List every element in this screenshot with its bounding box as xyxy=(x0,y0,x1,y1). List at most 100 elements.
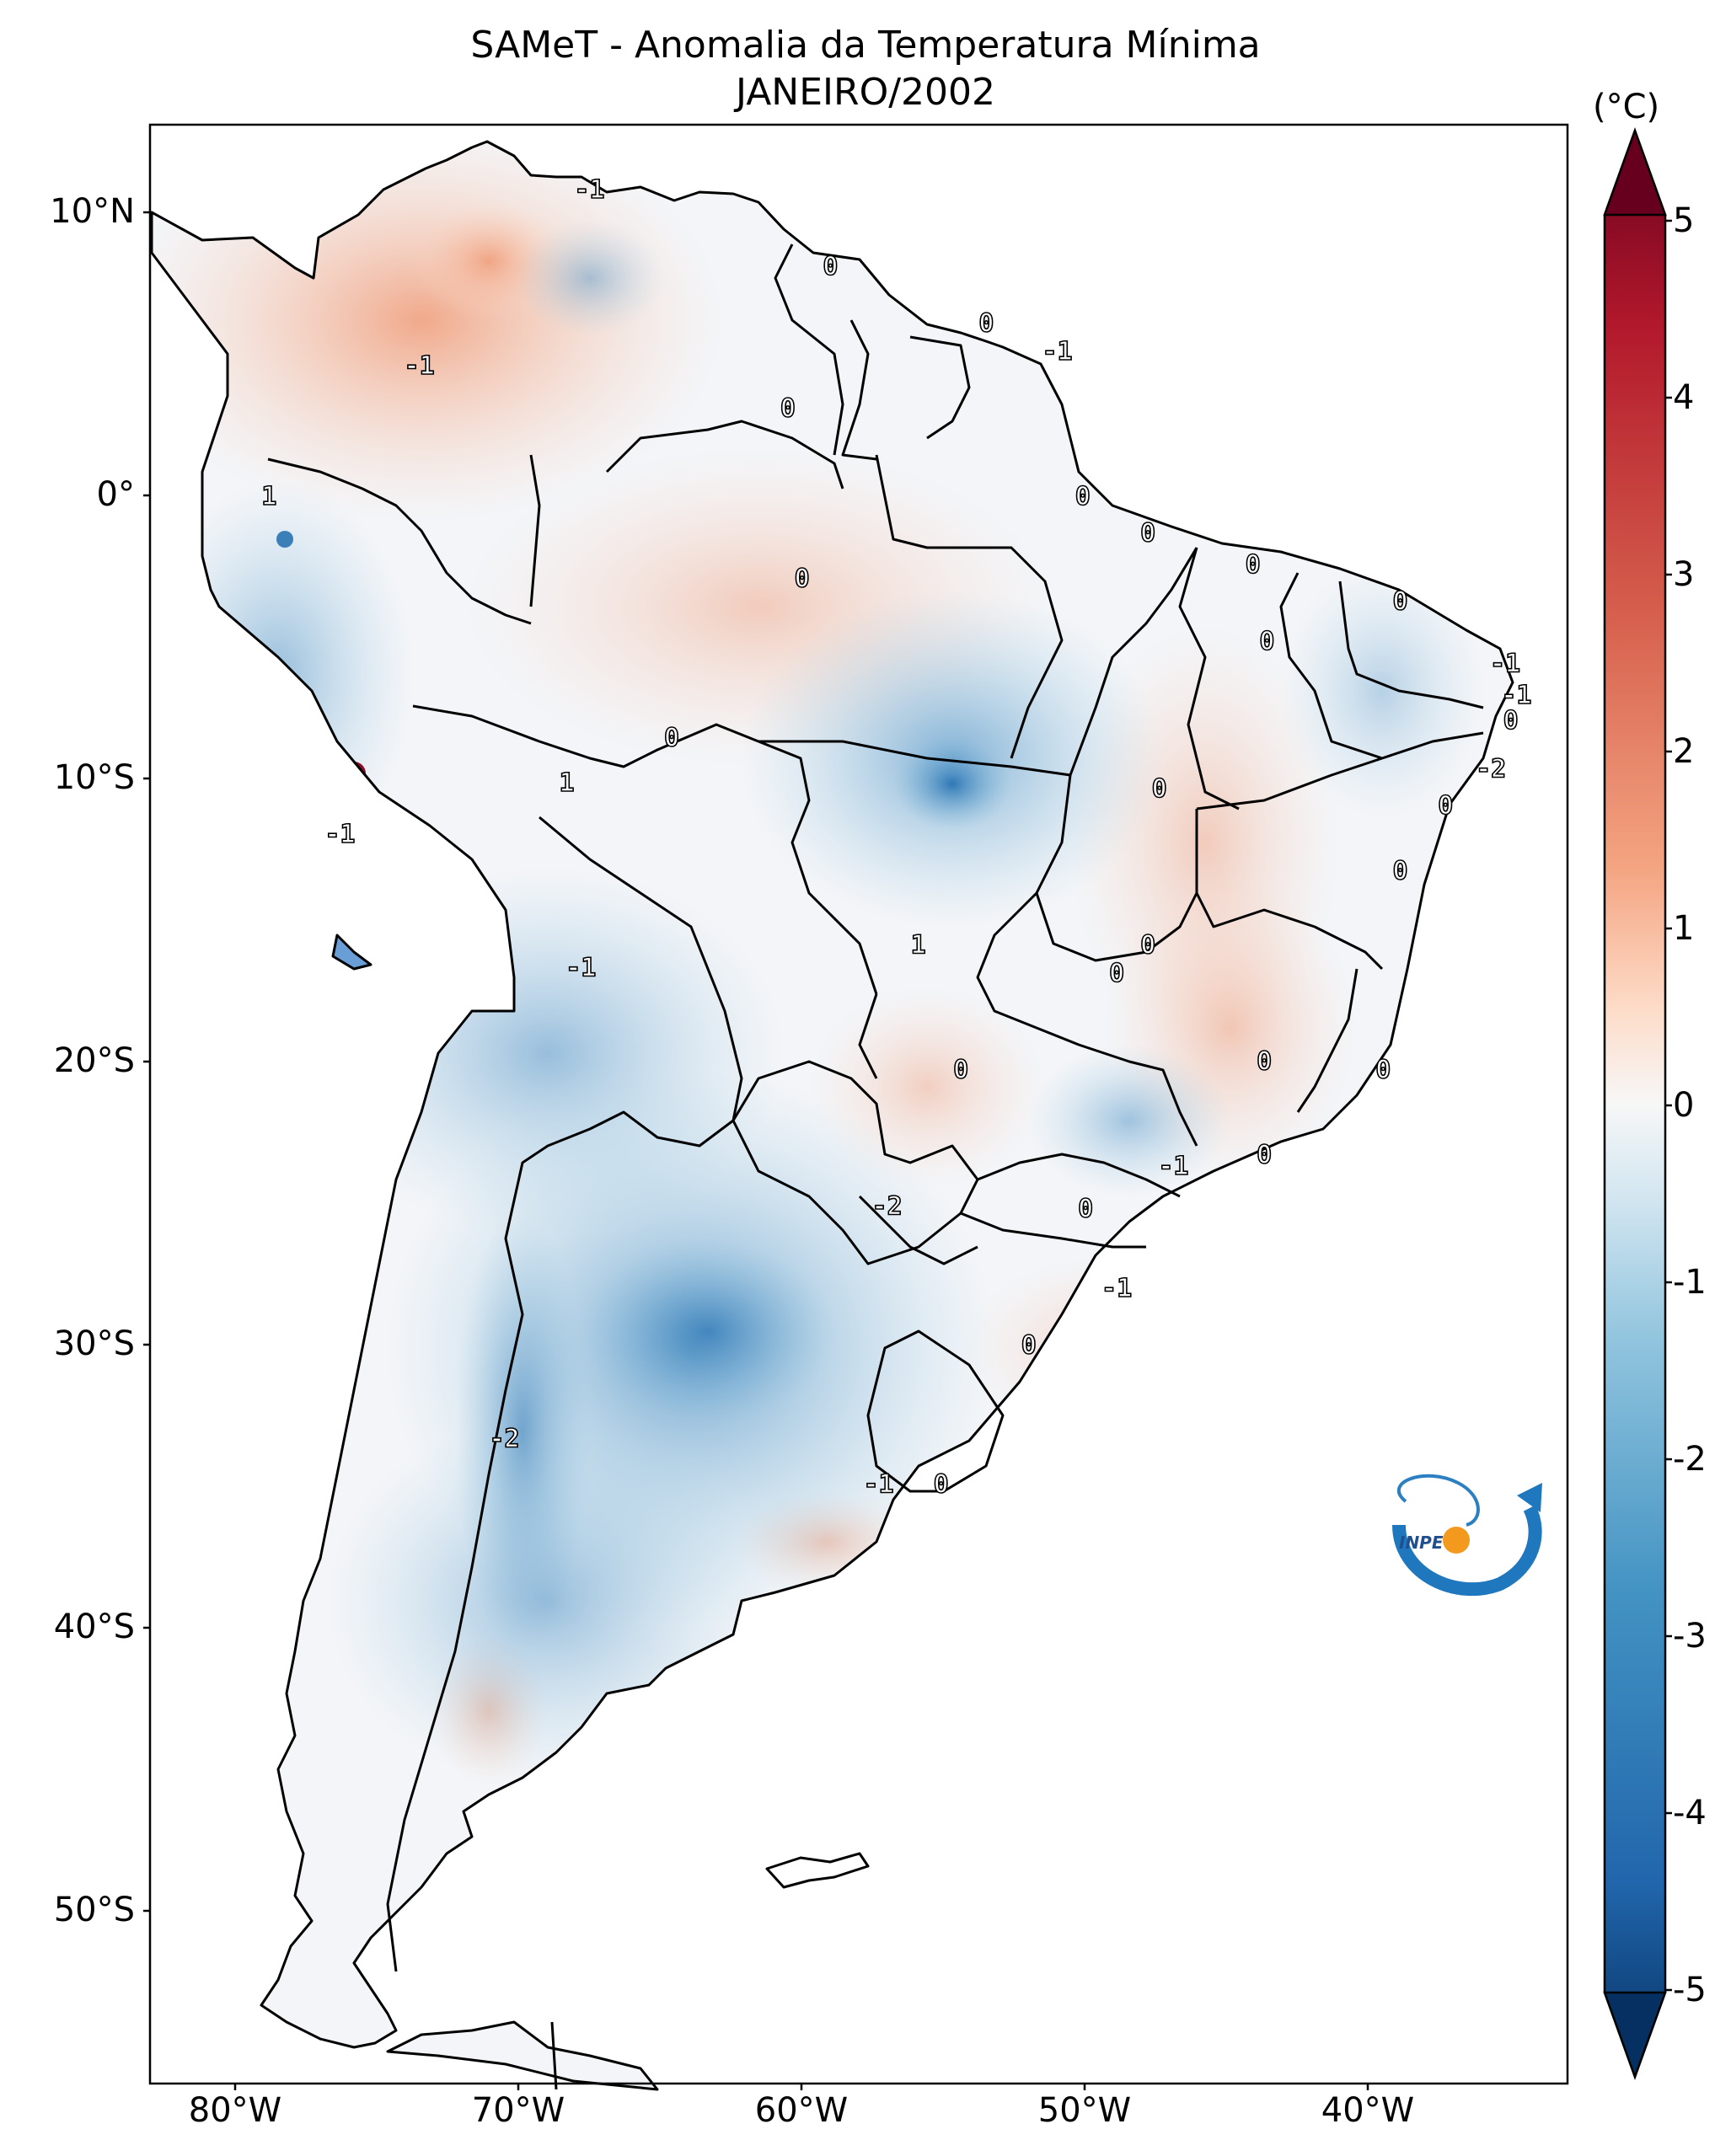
map-title: SAMeT - Anomalia da Temperatura Mínima xyxy=(470,24,1261,67)
border-state-df xyxy=(1035,892,1198,962)
cool-anomaly-core-para xyxy=(893,737,1011,830)
lat-label-40s: 40°S xyxy=(53,1608,135,1646)
contour-label: -1 xyxy=(405,351,435,381)
colorbar-tick-neg1: -1 xyxy=(1673,1263,1707,1302)
lat-label-50s: 50°S xyxy=(53,1891,135,1929)
colorbar-unit: (°C) xyxy=(1593,88,1660,126)
contour-label: -1 xyxy=(1042,337,1072,366)
border-suriname-fguiana xyxy=(909,335,971,440)
contour-label: 0 xyxy=(1152,774,1167,804)
contour-label: 1 xyxy=(261,482,276,511)
border-peru-colombia xyxy=(267,457,532,625)
contour-label: 1 xyxy=(559,768,574,798)
border-paraguay xyxy=(732,1060,979,1265)
contour-label: -1 xyxy=(1101,1274,1132,1303)
lon-label-80w: 80°W xyxy=(188,2091,282,2130)
lat-label-10n: 10°N xyxy=(50,192,135,231)
tierra-del-fuego xyxy=(386,2020,659,2091)
border-uruguay xyxy=(866,1329,1005,1493)
border-state-tocantins xyxy=(1069,547,1198,776)
border-state-piaui xyxy=(1279,572,1383,760)
border-state-sao-paulo xyxy=(977,1153,1181,1198)
contour-label: -1 xyxy=(1158,1152,1188,1181)
contour-label: -1 xyxy=(324,820,355,849)
contour-label: -1 xyxy=(1501,681,1531,710)
border-state-minas xyxy=(1036,1026,1198,1147)
lat-label-20s: 20°S xyxy=(53,1041,135,1080)
contour-label: 1 xyxy=(911,930,926,960)
contour-label: 0 xyxy=(795,564,810,594)
falklands xyxy=(765,1852,870,1889)
border-state-mato-grosso xyxy=(758,740,1071,777)
contour-label: 0 xyxy=(1075,482,1091,511)
colorbar-tick-0: 0 xyxy=(1673,1086,1695,1125)
contour-label: 0 xyxy=(1392,857,1407,886)
lat-label-0: 0° xyxy=(96,475,135,514)
contour-label: 0 xyxy=(1257,1141,1272,1170)
border-state-para xyxy=(875,454,1064,759)
border-peru-bolivia xyxy=(539,816,743,1121)
colorbar-body xyxy=(1603,127,1667,2080)
lat-label-30s: 30°S xyxy=(53,1324,135,1363)
lon-label-50w: 50°W xyxy=(1037,2091,1132,2130)
coldspot-ecuador xyxy=(276,531,293,548)
contour-label: 0 xyxy=(953,1056,968,1085)
contour-label: 0 xyxy=(1140,930,1155,960)
border-guyana-suriname xyxy=(841,319,877,461)
contour-label: -1 xyxy=(863,1470,893,1500)
lon-label-70w: 70°W xyxy=(471,2091,565,2130)
contour-label: -2 xyxy=(489,1425,519,1454)
border-state-goias xyxy=(976,774,1072,1030)
lon-label-60w: 60°W xyxy=(754,2091,849,2130)
border-state-maranhao xyxy=(1178,547,1240,811)
border-bolivia-paraguay xyxy=(858,993,878,1079)
cool-anomaly-core-argentina xyxy=(581,1238,834,1424)
border-state-bahia-north xyxy=(1196,731,1484,811)
map-frame xyxy=(148,123,1569,2085)
contour-label: 0 xyxy=(1021,1330,1037,1360)
contour-label: -2 xyxy=(1476,754,1506,784)
colorbar-tick-4: 4 xyxy=(1673,378,1695,417)
colorbar-tick-2: 2 xyxy=(1673,732,1695,771)
contour-label: 0 xyxy=(1503,706,1519,736)
border-state-espirito-santo xyxy=(1296,968,1359,1113)
contour-label: 0 xyxy=(1438,791,1453,821)
contour-label: 0 xyxy=(664,723,679,752)
contour-label: 0 xyxy=(1259,627,1274,656)
contour-label: -1 xyxy=(1490,650,1520,679)
contour-label: -1 xyxy=(574,175,604,205)
contour-label: 0 xyxy=(823,252,838,281)
contour-label: 0 xyxy=(1375,1056,1391,1085)
inpe-logo-text: INPE xyxy=(1399,1533,1444,1553)
colorbar-tick-neg3: -3 xyxy=(1673,1617,1707,1656)
axis-ticks xyxy=(143,211,1369,2090)
border-bolivia-brazil xyxy=(758,740,878,995)
border-tierra-del-fuego xyxy=(550,2021,558,2090)
colorbar-tick-neg4: -4 xyxy=(1673,1794,1707,1832)
contour-label: 0 xyxy=(1109,959,1124,988)
colorbar-tick-neg2: -2 xyxy=(1673,1440,1707,1479)
contour-label: 0 xyxy=(1078,1195,1093,1224)
lake-titicaca xyxy=(331,934,372,971)
border-venezuela-brazil xyxy=(605,420,844,490)
borders xyxy=(150,140,1514,2091)
contour-label: 0 xyxy=(780,394,796,424)
anomaly-field xyxy=(152,142,1483,1786)
lat-label-10s: 10°S xyxy=(53,758,135,797)
map-subtitle: JANEIRO/2002 xyxy=(736,71,995,114)
border-chile-argentina xyxy=(386,1110,734,1972)
contour-label: 0 xyxy=(934,1470,949,1500)
colorbar xyxy=(1603,127,1672,2080)
lon-label-40w: 40°W xyxy=(1321,2091,1415,2130)
cool-anomaly-venezuela xyxy=(514,219,666,337)
cool-anomaly-northeast xyxy=(1281,564,1483,817)
border-peru-brazil xyxy=(412,704,759,768)
border-argentina-brazil xyxy=(858,1195,978,1265)
colorbar-tick-5: 5 xyxy=(1673,201,1695,240)
border-state-parana xyxy=(960,1212,1146,1249)
contour-label: 0 xyxy=(1257,1047,1272,1077)
colorbar-tick-neg5: -5 xyxy=(1673,1971,1707,2009)
colorbar-bottom-extend xyxy=(1603,1991,1667,2080)
